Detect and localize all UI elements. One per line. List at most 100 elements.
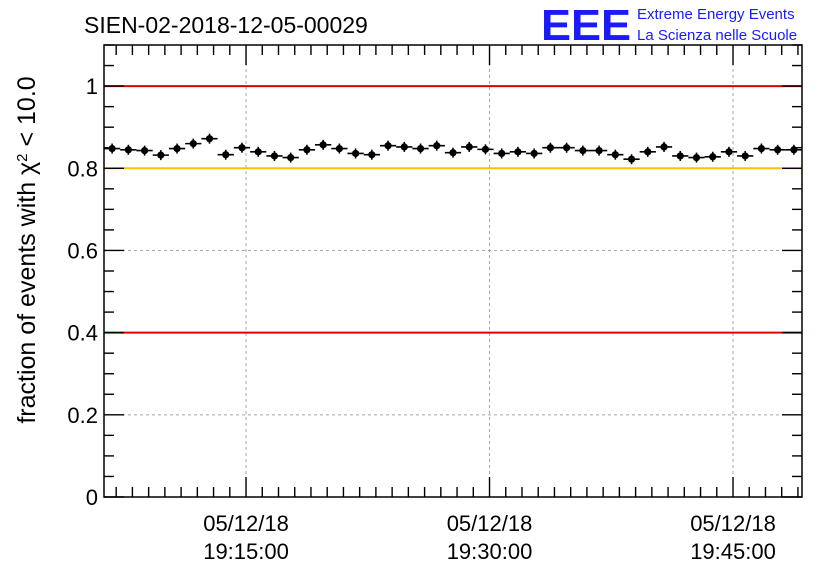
data-point-marker: [205, 135, 214, 143]
data-point: [444, 147, 462, 158]
data-point-marker: [400, 143, 408, 151]
data-point-marker: [563, 144, 571, 152]
data-point: [412, 143, 429, 154]
data-point: [201, 133, 218, 144]
data-point-marker: [514, 148, 522, 156]
y-tick-label: 0.8: [67, 156, 98, 181]
data-point-marker: [254, 148, 262, 156]
data-point-marker: [774, 146, 782, 154]
data-point-marker: [238, 144, 246, 152]
data-point-marker: [384, 142, 392, 150]
data-point: [753, 143, 770, 154]
x-tick-labels: 05/12/18 19:15:00 05/12/18 19:30:00 05/12/18…: [203, 511, 776, 564]
data-point: [379, 140, 397, 151]
data-point-marker: [108, 144, 116, 153]
data-point: [720, 146, 738, 157]
data-point: [623, 154, 640, 165]
data-point-marker: [416, 144, 425, 153]
x-tick-time: 19:15:00: [203, 539, 289, 564]
data-point: [266, 150, 283, 161]
data-point: [250, 146, 267, 157]
data-point-marker: [725, 148, 733, 156]
data-point: [185, 138, 202, 149]
data-point-marker: [449, 149, 457, 157]
data-point: [104, 143, 121, 154]
data-point: [396, 141, 413, 152]
data-point: [509, 146, 527, 157]
data-point: [315, 139, 332, 150]
data-point: [526, 148, 543, 159]
data-point: [655, 141, 673, 152]
data-point: [607, 149, 624, 160]
y-tick-label: 0.6: [67, 238, 98, 263]
data-point-marker: [368, 151, 376, 159]
data-point-marker: [741, 152, 749, 160]
y-tick-label: 0: [86, 485, 98, 510]
data-point: [363, 149, 380, 160]
data-point-marker: [579, 147, 587, 155]
data-point: [639, 146, 656, 157]
data-point-marker: [303, 146, 311, 154]
data-point: [428, 140, 445, 151]
data-point: [282, 152, 299, 163]
data-point: [136, 145, 153, 156]
data-point-marker: [709, 153, 717, 161]
data-point: [704, 151, 721, 162]
data-point-marker: [270, 152, 279, 160]
data-point: [120, 144, 137, 155]
data-point-marker: [676, 152, 684, 160]
data-point-marker: [287, 153, 295, 162]
reference-lines: [104, 85, 802, 334]
data-point-marker: [173, 144, 181, 153]
y-axis-label-exponent: 2: [14, 153, 31, 161]
data-point: [769, 144, 786, 155]
y-tick-labels: 0 0.2 0.4 0.6 0.8 1: [67, 74, 98, 510]
x-tick-date: 05/12/18: [690, 511, 776, 536]
x-tick-time: 19:45:00: [690, 539, 776, 564]
data-point-marker: [465, 143, 473, 151]
data-point-marker: [530, 149, 538, 158]
data-point: [152, 150, 169, 161]
data-point: [574, 145, 591, 156]
y-tick-label: 0.4: [67, 321, 98, 346]
data-point: [298, 144, 316, 155]
logo-letters: EEE: [541, 1, 631, 50]
data-point-marker: [595, 147, 603, 155]
data-point: [331, 143, 348, 154]
data-point: [347, 148, 364, 159]
y-tick-label: 0.2: [67, 403, 98, 428]
data-point-marker: [189, 140, 197, 148]
data-point-marker: [157, 151, 165, 159]
y-axis-label-symbol: χ: [13, 162, 41, 175]
logo-line-1: Extreme Energy Events: [637, 6, 795, 23]
data-point-marker: [335, 144, 343, 153]
data-point-marker: [124, 146, 132, 154]
data-point: [558, 142, 575, 153]
y-tick-label: 1: [86, 74, 98, 99]
data-point: [168, 143, 186, 154]
data-point: [737, 150, 754, 161]
data-point-marker: [757, 144, 766, 153]
data-point: [233, 142, 251, 153]
y-axis-label-suffix: < 10.0: [13, 76, 41, 153]
chart-title: SIEN-02-2018-12-05-00029: [84, 12, 368, 38]
data-point-marker: [660, 143, 668, 151]
data-point-marker: [498, 149, 506, 158]
x-tick-date: 05/12/18: [447, 511, 533, 536]
logo-line-2: La Scienza nelle Scuole: [637, 27, 797, 44]
data-point-marker: [692, 153, 701, 162]
x-tick-time: 19:30:00: [447, 539, 533, 564]
data-point-marker: [481, 145, 490, 153]
data-point-marker: [319, 141, 327, 149]
data-point: [477, 144, 494, 155]
data-point-marker: [352, 149, 360, 158]
y-axis-label: fraction of events with χ2 < 10.0: [13, 76, 41, 423]
data-point-marker: [627, 155, 636, 163]
data-point-marker: [222, 151, 230, 159]
data-point-marker: [140, 147, 149, 155]
eee-logo: EEE Extreme Energy Events La Scienza nel…: [541, 1, 797, 50]
data-point: [688, 152, 705, 163]
data-point: [590, 145, 608, 156]
